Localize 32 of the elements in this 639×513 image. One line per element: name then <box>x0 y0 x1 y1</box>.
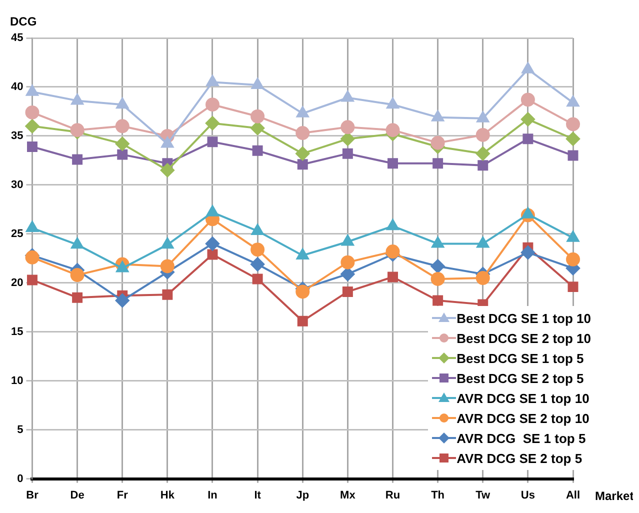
x-tick-label: It <box>254 489 262 502</box>
legend-label: Best DCG SE 1 top 5 <box>456 350 584 366</box>
legend-label: AVR DCG SE 2 top 10 <box>456 410 590 426</box>
x-tick-label: Ru <box>385 489 400 502</box>
legend-label: AVR DCG SE 1 top 10 <box>456 390 590 406</box>
legend-label: AVR DCG SE 2 top 5 <box>456 450 582 466</box>
y-tick-label: 35 <box>10 130 24 142</box>
y-tick-label: 0 <box>17 472 24 485</box>
y-tick-label: 15 <box>10 326 24 338</box>
x-tick-label: All <box>566 489 580 502</box>
x-tick-label: Th <box>431 489 445 502</box>
x-tick-label: Hk <box>160 489 176 502</box>
x-tick-label: De <box>70 489 84 502</box>
y-tick-label: 10 <box>10 374 24 387</box>
legend-label: AVR DCG SE 1 top 5 <box>456 430 586 446</box>
x-tick-label: In <box>208 489 218 502</box>
y-tick-label: 20 <box>10 276 24 289</box>
x-tick-label: Jp <box>296 489 310 502</box>
y-tick-label: 40 <box>10 81 24 94</box>
x-tick-label: Br <box>26 489 40 502</box>
y-tick-label: 25 <box>10 228 24 240</box>
legend-label: Best DCG SE 2 top 5 <box>456 370 584 386</box>
x-tick-label: Fr <box>116 489 129 502</box>
y-tick-label: 30 <box>10 178 24 191</box>
x-tick-label: Us <box>520 489 535 502</box>
y-axis-title: DCG <box>10 14 37 28</box>
x-tick-label: Mx <box>340 489 356 502</box>
legend-label: Best DCG SE 2 top 10 <box>456 330 591 346</box>
x-tick-label: Tw <box>476 489 491 502</box>
y-tick-label: 45 <box>10 32 24 44</box>
y-tick-label: 5 <box>17 424 24 436</box>
legend-label: Best DCG SE 1 top 10 <box>456 310 591 326</box>
